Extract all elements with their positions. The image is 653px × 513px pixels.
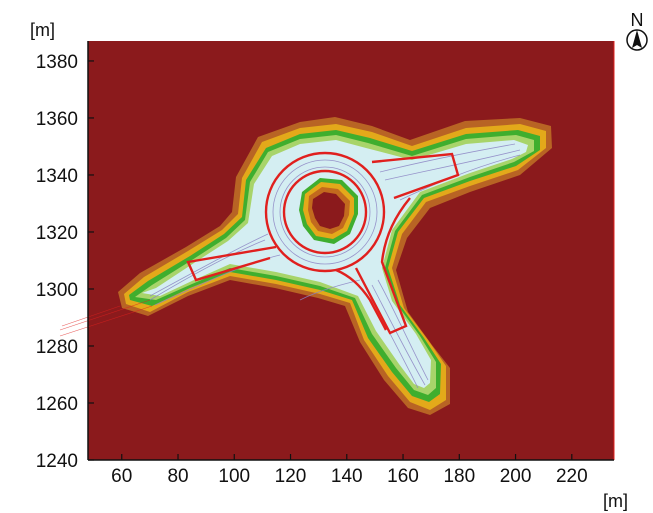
- arm-southwest-outline: [186, 245, 277, 282]
- x-tick-label: 220: [556, 466, 588, 487]
- x-tick-label: 180: [443, 466, 475, 487]
- access-lines: [59, 299, 153, 337]
- x-tick-label: 120: [275, 466, 307, 487]
- x-tick-label: 200: [500, 466, 532, 487]
- y-tick-label: 1300: [36, 280, 78, 301]
- x-ticks: 60 80 100 120 140 160 180 200 220: [111, 454, 588, 487]
- y-tick-label: 1240: [36, 451, 78, 472]
- y-tick-label: 1340: [36, 166, 78, 187]
- compass-needle: [632, 30, 642, 48]
- compass-label: N: [631, 10, 644, 30]
- x-tick-label: 80: [167, 466, 188, 487]
- arm-south-outline: [354, 197, 411, 335]
- y-tick-label: 1260: [36, 394, 78, 415]
- roundabout-outer-ring: [264, 151, 386, 273]
- y-tick-label: 1380: [36, 52, 78, 73]
- central-island: [299, 178, 358, 244]
- arm-east-outline: [371, 152, 460, 200]
- arm-south-inner: [335, 268, 388, 331]
- north-arrow-icon: N: [626, 10, 648, 51]
- x-axis-unit: [m]: [603, 491, 628, 511]
- x-tick-label: 60: [111, 466, 132, 487]
- x-tick-label: 100: [218, 466, 250, 487]
- x-tick-label: 140: [331, 466, 363, 487]
- axes: 60 80 100 120 140 160 180 200 220 1240 1260 1280 13…: [36, 41, 614, 487]
- y-tick-label: 1320: [36, 223, 78, 244]
- roundabout-inner-ring: [282, 169, 368, 255]
- y-tick-label: 1360: [36, 109, 78, 130]
- y-ticks: 1240 1260 1280 1300 1320 1340 1360 1380: [36, 52, 94, 472]
- y-axis-unit: [m]: [30, 20, 55, 40]
- x-tick-label: 160: [387, 466, 419, 487]
- open-area: [142, 140, 528, 388]
- road-outlines: [186, 151, 460, 335]
- y-tick-label: 1280: [36, 337, 78, 358]
- plot-area: [59, 41, 615, 460]
